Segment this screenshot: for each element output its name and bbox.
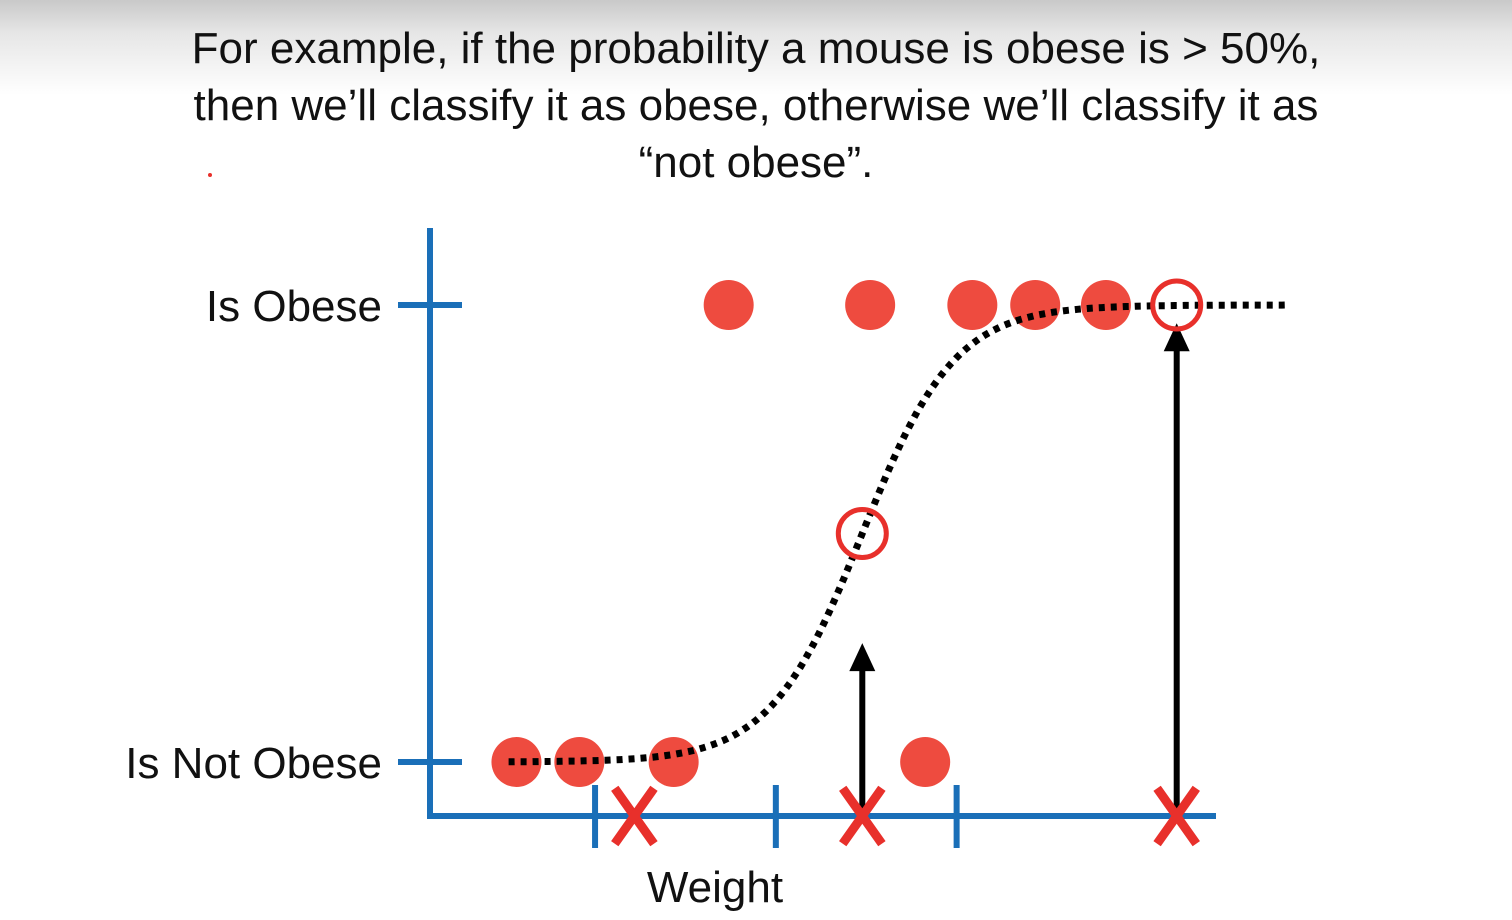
data-point-9 (1080, 280, 1131, 330)
new-observation-x-2 (839, 785, 886, 847)
data-point-3 (648, 737, 699, 787)
data-point-7 (947, 280, 998, 330)
caption-line-3: “not obese”. (638, 138, 874, 187)
new-observation-markers (611, 785, 1200, 847)
x-marker-stroke-b (1153, 785, 1200, 847)
predicted-point-1 (835, 507, 889, 560)
caption-line-2: then we’ll classify it as obese, otherwi… (193, 81, 1319, 130)
slide-caption: For example, if the probability a mouse … (0, 20, 1512, 191)
data-point-5 (703, 280, 754, 330)
data-points (491, 280, 1131, 787)
data-point-2 (554, 737, 605, 787)
new-observation-x-3 (1153, 785, 1200, 847)
x-marker-stroke-b (839, 785, 886, 847)
chart-axes (398, 228, 1216, 848)
new-observation-x-1 (611, 785, 658, 847)
data-point-6 (845, 280, 896, 330)
arrow-head-1 (849, 643, 876, 672)
data-point-1 (491, 737, 542, 787)
x-axis-label: Weight (647, 863, 783, 912)
logistic-curve-group (508, 301, 1287, 766)
predicted-points-group (835, 278, 1204, 560)
data-point-4 (900, 737, 951, 787)
logistic-curve (508, 301, 1287, 766)
arrows-group (849, 323, 1190, 817)
predicted-point-2 (1150, 278, 1204, 332)
stray-red-dot (208, 173, 212, 177)
y-category-label-is-obese: Is Obese (206, 282, 382, 331)
arrow-head-2 (1163, 323, 1190, 352)
caption-line-1: For example, if the probability a mouse … (191, 24, 1321, 73)
data-point-8 (1010, 280, 1061, 330)
x-marker-stroke-b (611, 785, 658, 847)
y-category-label-is-not-obese: Is Not Obese (125, 739, 382, 788)
slide-top-shadow (0, 0, 1512, 95)
